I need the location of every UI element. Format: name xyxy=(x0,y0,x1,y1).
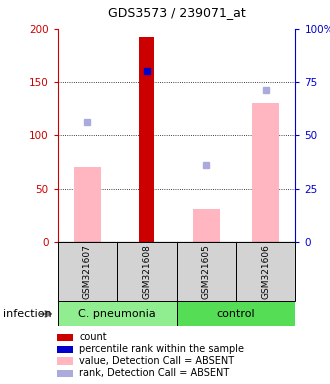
Text: rank, Detection Call = ABSENT: rank, Detection Call = ABSENT xyxy=(79,368,230,378)
Text: value, Detection Call = ABSENT: value, Detection Call = ABSENT xyxy=(79,356,235,366)
Bar xyxy=(193,209,220,242)
Bar xyxy=(117,242,177,301)
Text: percentile rank within the sample: percentile rank within the sample xyxy=(79,344,244,354)
Text: GSM321606: GSM321606 xyxy=(261,244,270,299)
Text: C. pneumonia: C. pneumonia xyxy=(78,309,156,319)
Text: count: count xyxy=(79,332,107,342)
Text: GSM321605: GSM321605 xyxy=(202,244,211,299)
Bar xyxy=(57,369,73,377)
Text: GDS3573 / 239071_at: GDS3573 / 239071_at xyxy=(108,6,246,19)
Bar xyxy=(58,242,117,301)
Bar xyxy=(177,242,236,301)
Bar xyxy=(140,37,154,242)
Text: control: control xyxy=(216,309,255,319)
Text: GSM321607: GSM321607 xyxy=(83,244,92,299)
Bar xyxy=(57,357,73,364)
Bar xyxy=(58,301,177,326)
Text: GSM321608: GSM321608 xyxy=(142,244,151,299)
Bar xyxy=(74,167,101,242)
Bar xyxy=(177,301,295,326)
Bar xyxy=(236,242,295,301)
Bar xyxy=(57,346,73,353)
Text: infection: infection xyxy=(3,309,52,319)
Bar xyxy=(252,103,279,242)
Bar xyxy=(57,334,73,341)
